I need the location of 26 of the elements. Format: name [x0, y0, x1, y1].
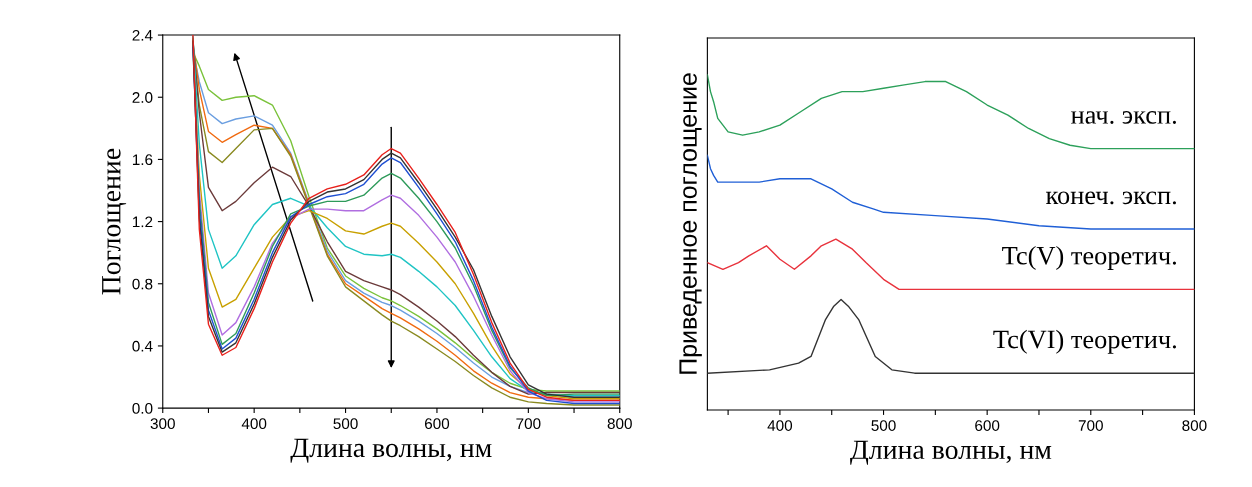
y-tick-label: 1.2	[132, 216, 153, 228]
y-tick-label: 0.4	[132, 340, 153, 352]
x-tick-label: 700	[1078, 420, 1103, 431]
y-tick-label: 1.6	[132, 154, 153, 166]
y-axis-title: Приведенное поглощение	[679, 73, 702, 374]
y-tick-label: 2.0	[132, 92, 153, 103]
x-tick-label: 400	[241, 418, 267, 430]
series-label: Tc(V) теоретич.	[1002, 246, 1176, 270]
x-tick-label: 800	[1182, 420, 1207, 431]
y-tick-label: 0.8	[132, 278, 153, 290]
y-tick-label: 2.4	[132, 29, 153, 41]
x-tick-label: 600	[975, 420, 1000, 431]
x-axis-title: Длина волны, нм	[850, 440, 1052, 465]
y-axis-title: Поглощение	[102, 148, 127, 295]
x-tick-label: 400	[767, 420, 793, 431]
x-axis-title: Длина волны, нм	[290, 438, 492, 463]
series-label: нач. эксп.	[1071, 111, 1176, 124]
series-label: конеч. эксп.	[1045, 191, 1176, 205]
y-tick-label: 0.0	[132, 402, 153, 414]
x-tick-label: 300	[150, 418, 175, 430]
x-tick-label: 800	[607, 418, 632, 430]
x-tick-label: 600	[424, 418, 450, 430]
x-tick-label: 500	[871, 420, 896, 431]
x-tick-label: 500	[333, 418, 358, 430]
x-tick-label: 700	[516, 418, 541, 430]
series-label: Tc(VI) теоретич.	[993, 329, 1176, 354]
